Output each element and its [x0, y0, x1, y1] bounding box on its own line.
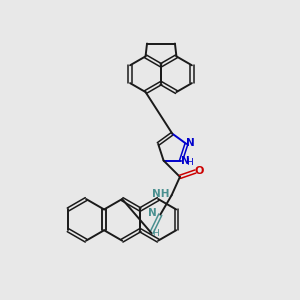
- Text: O: O: [194, 166, 204, 176]
- Text: N: N: [181, 156, 190, 166]
- Text: H: H: [187, 158, 193, 167]
- Text: N: N: [186, 138, 195, 148]
- Text: H: H: [152, 229, 159, 238]
- Text: N: N: [148, 208, 156, 218]
- Text: NH: NH: [152, 189, 170, 199]
